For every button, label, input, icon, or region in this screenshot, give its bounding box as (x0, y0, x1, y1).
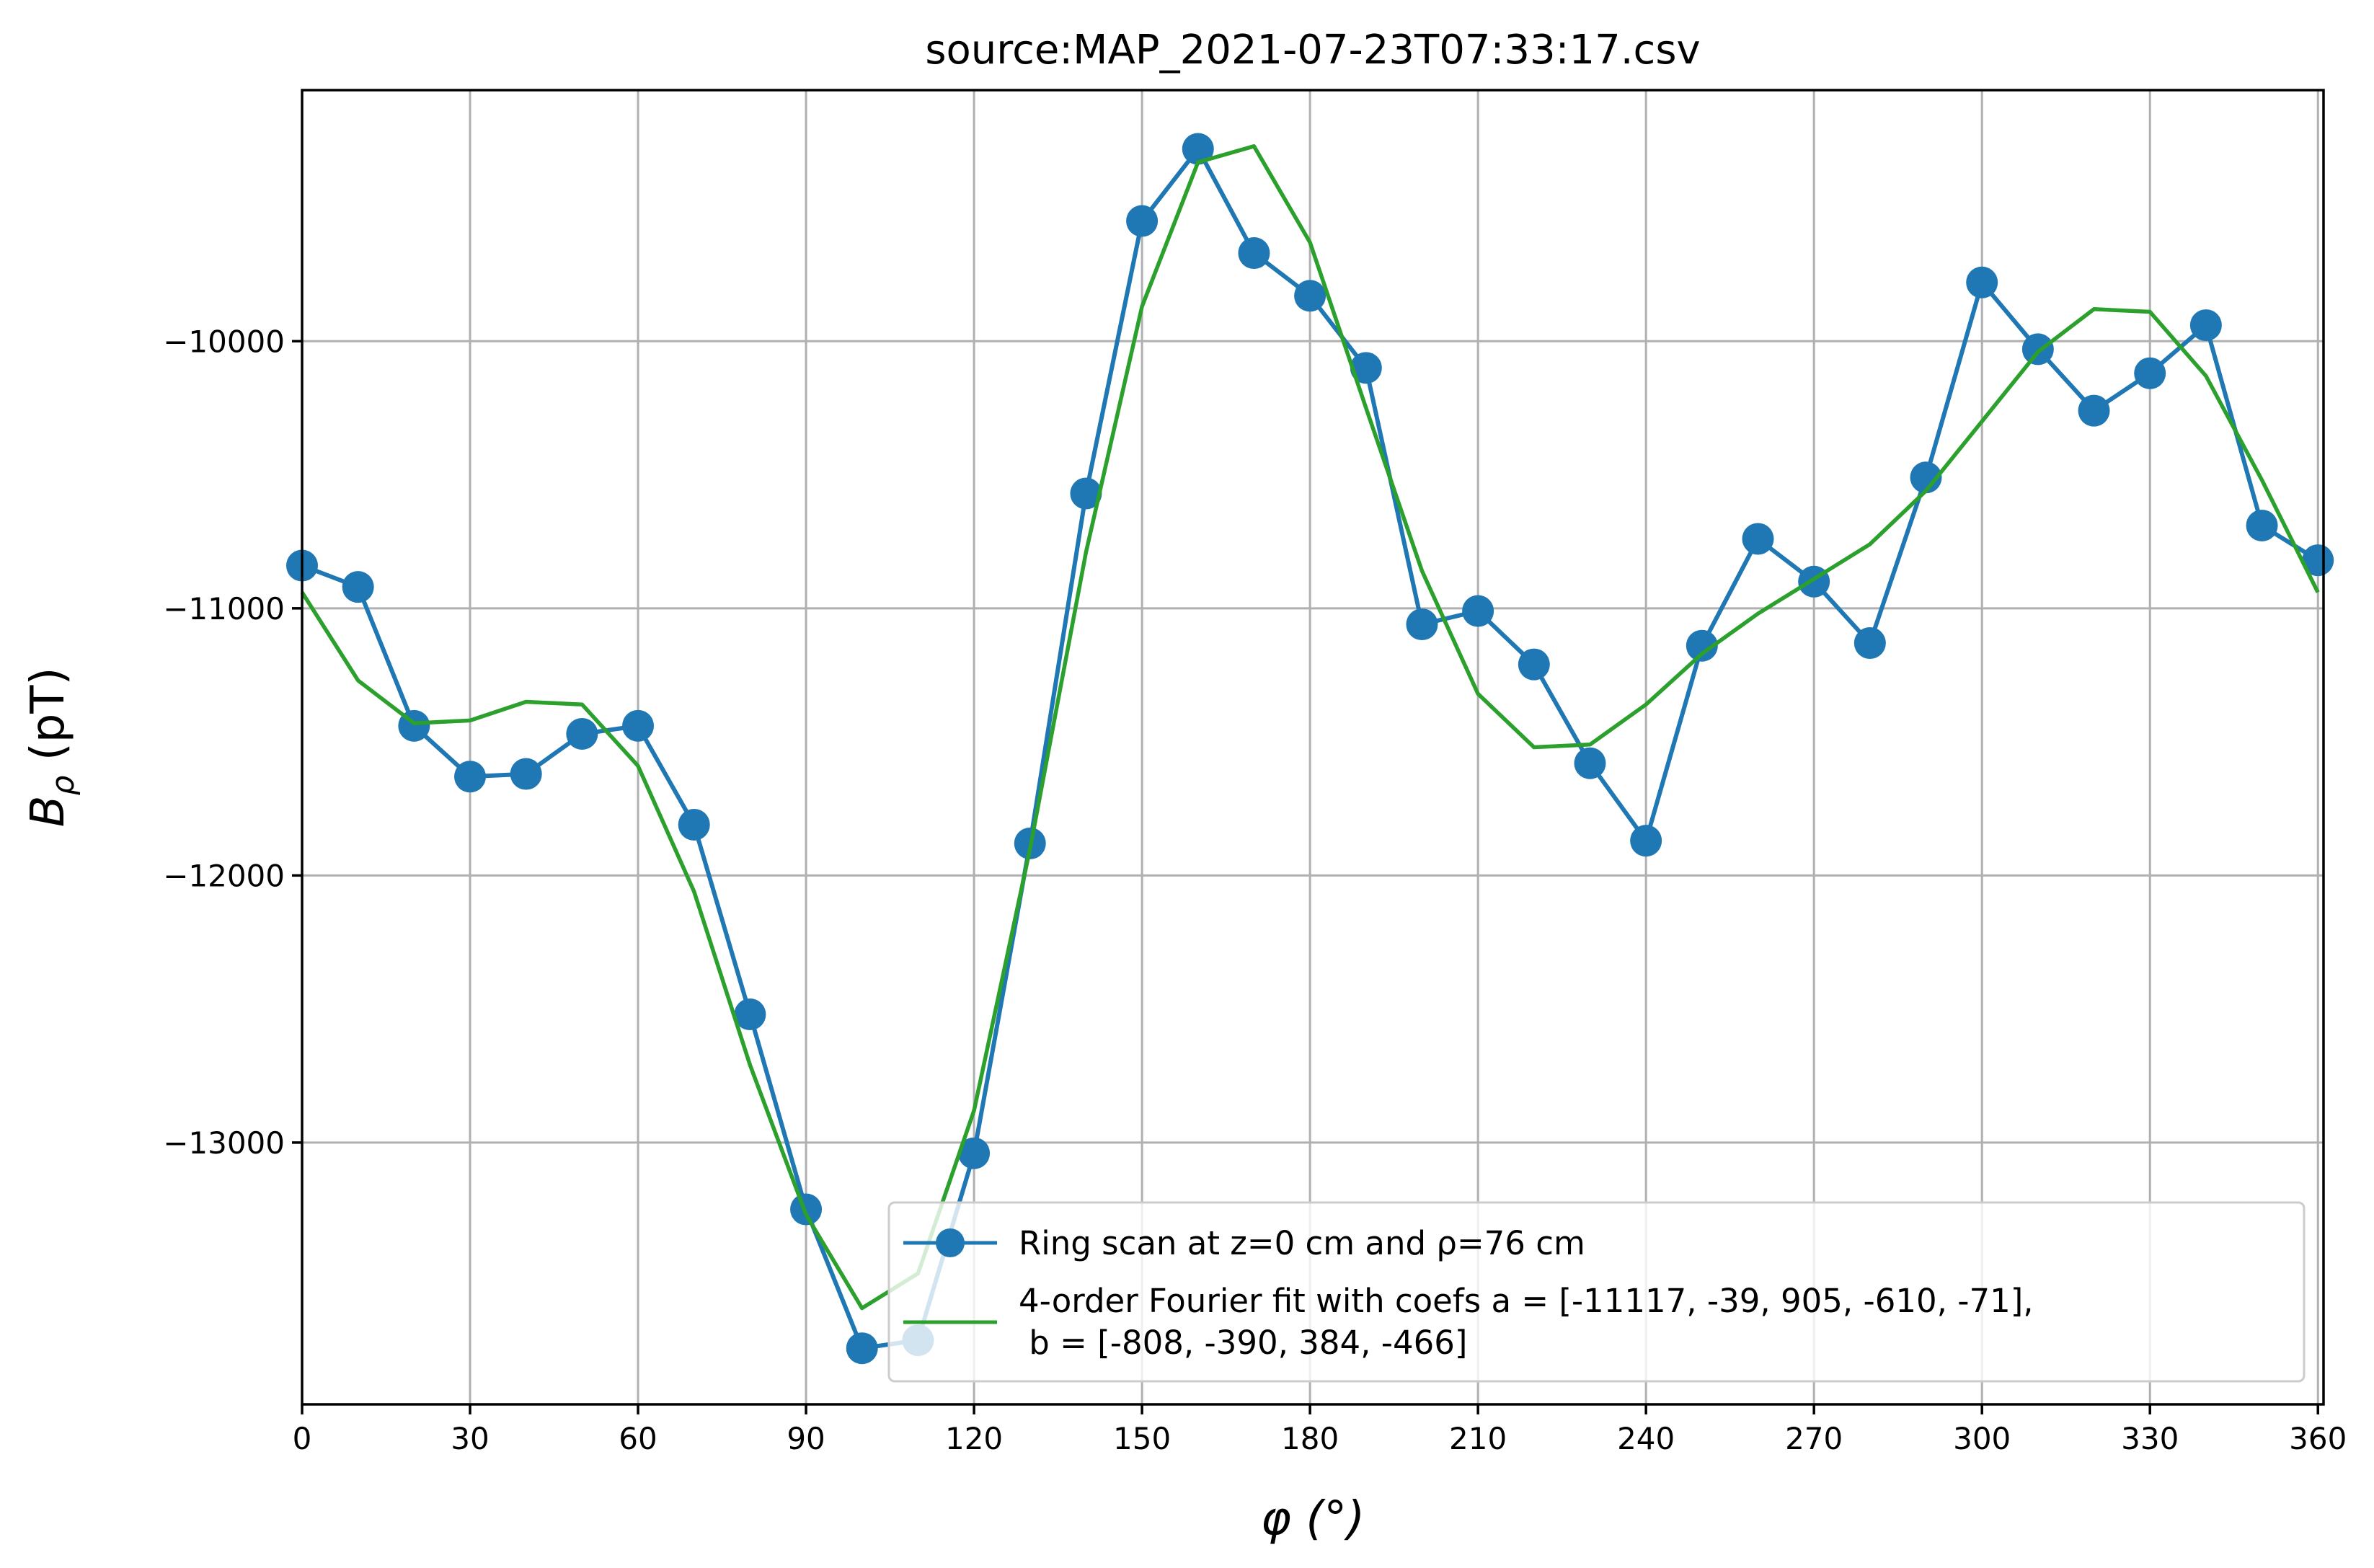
scan-data-point (2021, 333, 2054, 366)
legend-box (887, 1201, 2306, 1383)
x-tick-label: 0 (293, 1421, 312, 1456)
x-tick-label: 120 (945, 1421, 1003, 1456)
scan-data-point (454, 761, 487, 793)
scan-data-point (1294, 280, 1326, 312)
scan-data-point (1406, 608, 1438, 641)
x-tick-label: 60 (619, 1421, 657, 1456)
scan-data-point (2134, 357, 2166, 389)
x-tick-label: 300 (1953, 1421, 2011, 1456)
scan-data-point (1742, 523, 1774, 555)
scan-data-point (1966, 266, 1998, 298)
scan-data-point (622, 709, 655, 742)
y-tick-label: −13000 (163, 1125, 285, 1161)
legend-label-scan: Ring scan at z=0 cm and ρ=76 cm (1019, 1224, 1585, 1262)
scan-data-point (1910, 461, 1942, 494)
x-tick-label: 180 (1281, 1421, 1339, 1456)
y-axis-label-subscript: ρ (45, 776, 81, 796)
scan-data-point (1182, 133, 1214, 165)
series-fit (300, 144, 2320, 1311)
y-tick-label: −11000 (163, 591, 285, 626)
scan-data-point (2302, 544, 2334, 577)
scan-data-point (1238, 237, 1270, 270)
plot-frame (301, 89, 2325, 1406)
scan-data-point (1126, 205, 1159, 237)
x-tick-label: 240 (1617, 1421, 1675, 1456)
legend-label-fit-line1: 4-order Fourier fit with coefs a = [-111… (1019, 1282, 2034, 1320)
legend: Ring scan at z=0 cm and ρ=76 cm 4-order … (887, 1201, 2306, 1383)
legend-label-fit-line2: b = [-808, -390, 384, -466] (1019, 1324, 1467, 1362)
scan-data-point (2246, 509, 2278, 541)
scan-data-point (734, 998, 766, 1031)
scan-data-point (958, 1137, 991, 1169)
scan-data-point (566, 717, 598, 750)
scan-data-point (1853, 626, 1886, 659)
x-tick-label: 330 (2121, 1421, 2179, 1456)
scan-data-point (1630, 825, 1662, 857)
scan-data-point (1686, 629, 1718, 662)
scan-data-point (1574, 747, 1606, 779)
axis-ticks: 0 30 60 90 120 150 180 210 240 270 300 330 360 −13000… (163, 324, 2347, 1456)
series-scan (286, 133, 2334, 1365)
x-tick-label: 90 (787, 1421, 825, 1456)
legend-marker-scan (936, 1228, 965, 1257)
scan-data-point (510, 758, 542, 790)
x-tick-label: 30 (451, 1421, 489, 1456)
y-tick-label: −12000 (163, 858, 285, 893)
scan-data-point (1518, 648, 1550, 681)
y-axis-label-symbol: B (22, 796, 75, 828)
x-tick-label: 150 (1113, 1421, 1171, 1456)
y-axis-label: Bρ (pT) (22, 668, 81, 828)
x-tick-label: 210 (1449, 1421, 1507, 1456)
y-tick-label: −10000 (163, 324, 285, 359)
scan-data-point (1070, 477, 1102, 510)
chart-title: source:MAP_2021-07-23T07:33:17.csv (925, 27, 1700, 74)
scan-data-point (2078, 394, 2110, 427)
series-layer (286, 133, 2334, 1365)
y-axis-label-unit: (pT) (22, 668, 75, 776)
fit-line (300, 144, 2320, 1311)
scan-data-point (342, 571, 374, 603)
scan-data-point (846, 1332, 878, 1365)
x-axis-label-text: φ (°) (1261, 1492, 1365, 1546)
grid (301, 90, 2324, 1404)
x-tick-label: 270 (1785, 1421, 1843, 1456)
scan-data-point (1350, 352, 1382, 384)
x-axis-label: φ (°) (1261, 1492, 1365, 1546)
scan-data-point (2189, 309, 2222, 342)
x-tick-label: 360 (2289, 1421, 2347, 1456)
scan-data-point (678, 808, 710, 841)
scan-data-point (1462, 595, 1494, 627)
